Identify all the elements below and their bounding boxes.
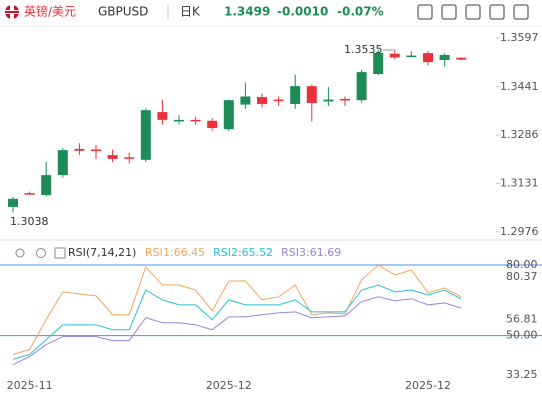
candle-body: [257, 97, 267, 104]
y-tick-label: 33.25: [506, 368, 538, 381]
candle-body: [290, 86, 301, 104]
candle-body: [107, 155, 118, 159]
candle-body: [41, 175, 52, 196]
legend-entry: RSI1:66.45: [145, 246, 205, 259]
change: -0.0010: [277, 5, 328, 19]
legend-entry: RSI2:65.52: [213, 246, 273, 259]
x-tick-label: 2025-11: [7, 379, 53, 392]
y-tick-label: 1.3131: [500, 177, 539, 190]
gear-icon[interactable]: [36, 248, 46, 258]
candle-body: [223, 100, 234, 130]
candle-body: [423, 53, 433, 63]
candle-body: [124, 157, 135, 159]
candle-body: [207, 120, 218, 128]
draw-tool[interactable]: [417, 4, 433, 20]
y-tick-label: 56.81: [506, 313, 538, 326]
y-tick-label: 50.00: [506, 329, 538, 342]
symbol: GBPUSD: [98, 5, 148, 19]
settings-tool[interactable]: [489, 4, 505, 20]
eye-icon[interactable]: [15, 248, 25, 258]
legend-entry: RSI3:61.69: [281, 246, 341, 259]
y-tick-label: 1.2976: [500, 225, 539, 238]
low-annotation: 1.3038: [10, 215, 49, 228]
candle-body: [8, 198, 18, 207]
candle-body: [91, 149, 101, 152]
indicator-tool[interactable]: [465, 4, 481, 20]
candle-body: [373, 52, 384, 74]
x-tick-label: 2025-12: [206, 379, 252, 392]
candle-body: [456, 57, 467, 60]
change-pct: -0.07%: [337, 5, 384, 19]
period[interactable]: 日K: [180, 5, 201, 19]
candle-body: [57, 150, 68, 176]
y-tick-label: 80.37: [506, 270, 538, 283]
pair-name: 英镑/美元: [24, 4, 76, 19]
y-tick-label: 1.3597: [500, 31, 539, 44]
rsi-line: [12, 296, 462, 366]
candle-body: [140, 110, 151, 160]
candle-body: [340, 98, 350, 101]
y-tick-label: 80.00: [506, 258, 538, 271]
x-tick-label: 2025-12: [405, 379, 451, 392]
candle-body: [323, 99, 334, 102]
candle-body: [157, 112, 168, 120]
candle-body: [273, 99, 284, 102]
candle-body: [306, 86, 317, 104]
candle-body: [190, 119, 201, 122]
candle-body: [74, 148, 85, 151]
candle-body: [240, 96, 251, 105]
fullscreen-tool[interactable]: [513, 4, 529, 20]
rsi-line: [12, 264, 462, 355]
candle-body: [439, 54, 450, 60]
toolbar: [417, 4, 529, 20]
indicator-title: RSI(7,14,21): [68, 246, 136, 259]
candle-body: [174, 119, 184, 122]
high-annotation: 1.3535: [344, 43, 383, 56]
menu-icon[interactable]: [54, 247, 66, 259]
candle-body: [406, 55, 417, 58]
candle-body: [24, 193, 35, 195]
y-tick-label: 1.3441: [500, 80, 539, 93]
compare-tool[interactable]: [441, 4, 457, 20]
rsi-line: [12, 284, 462, 360]
price: 1.3499: [224, 5, 270, 19]
flag-icon: [5, 5, 19, 19]
y-tick-label: 1.3286: [500, 128, 539, 141]
candle-body: [356, 72, 367, 101]
candle-body: [389, 53, 400, 58]
